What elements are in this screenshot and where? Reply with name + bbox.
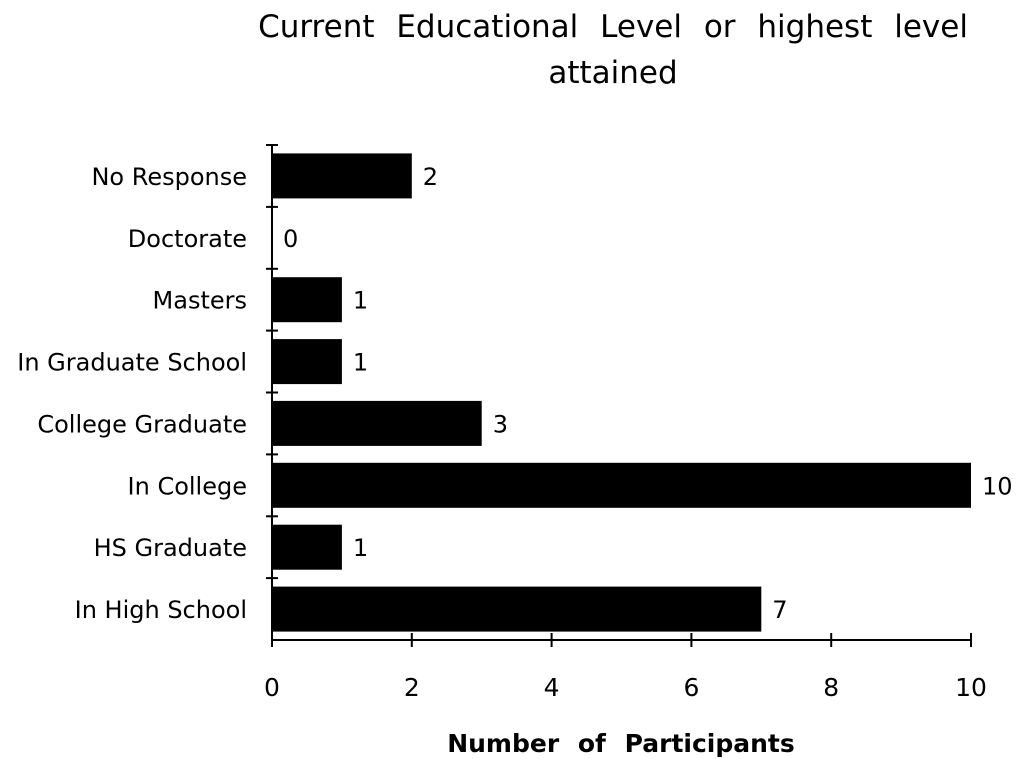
x-tick-label: 2 <box>404 673 420 702</box>
data-label: 3 <box>493 410 508 438</box>
labels-layer: No Response 2 Doctorate 0 Masters 1 In Graduat… <box>17 163 1012 702</box>
data-label: 1 <box>353 534 368 562</box>
category-label: In College <box>128 472 247 500</box>
data-label: 1 <box>353 349 368 377</box>
bars-layer <box>272 153 971 632</box>
data-label: 1 <box>353 287 368 315</box>
chart-title: Current Educational Level or highest lev… <box>258 9 968 91</box>
x-tick-label: 4 <box>544 673 560 702</box>
bar <box>272 462 971 508</box>
data-label: 10 <box>982 472 1013 500</box>
bar <box>272 153 412 199</box>
x-tick-label: 8 <box>823 673 839 702</box>
data-label: 2 <box>423 163 438 191</box>
category-label: Doctorate <box>128 225 247 253</box>
category-label: HS Graduate <box>94 534 247 562</box>
bar <box>272 277 342 323</box>
bar <box>272 400 482 446</box>
bar <box>272 524 342 570</box>
data-label: 7 <box>772 596 787 624</box>
data-label: 0 <box>283 225 298 253</box>
category-label: Masters <box>153 287 247 315</box>
x-axis-title: Number of Participants <box>447 729 795 758</box>
category-label: In Graduate School <box>17 349 247 377</box>
x-tick-label: 6 <box>683 673 699 702</box>
category-label: College Graduate <box>37 410 247 438</box>
bar <box>272 586 762 632</box>
x-tick-label: 0 <box>264 673 280 702</box>
bar <box>272 339 342 385</box>
category-label: In High School <box>75 596 247 624</box>
x-tick-label: 10 <box>955 673 987 702</box>
axes-layer <box>266 144 972 647</box>
category-label: No Response <box>91 163 247 191</box>
